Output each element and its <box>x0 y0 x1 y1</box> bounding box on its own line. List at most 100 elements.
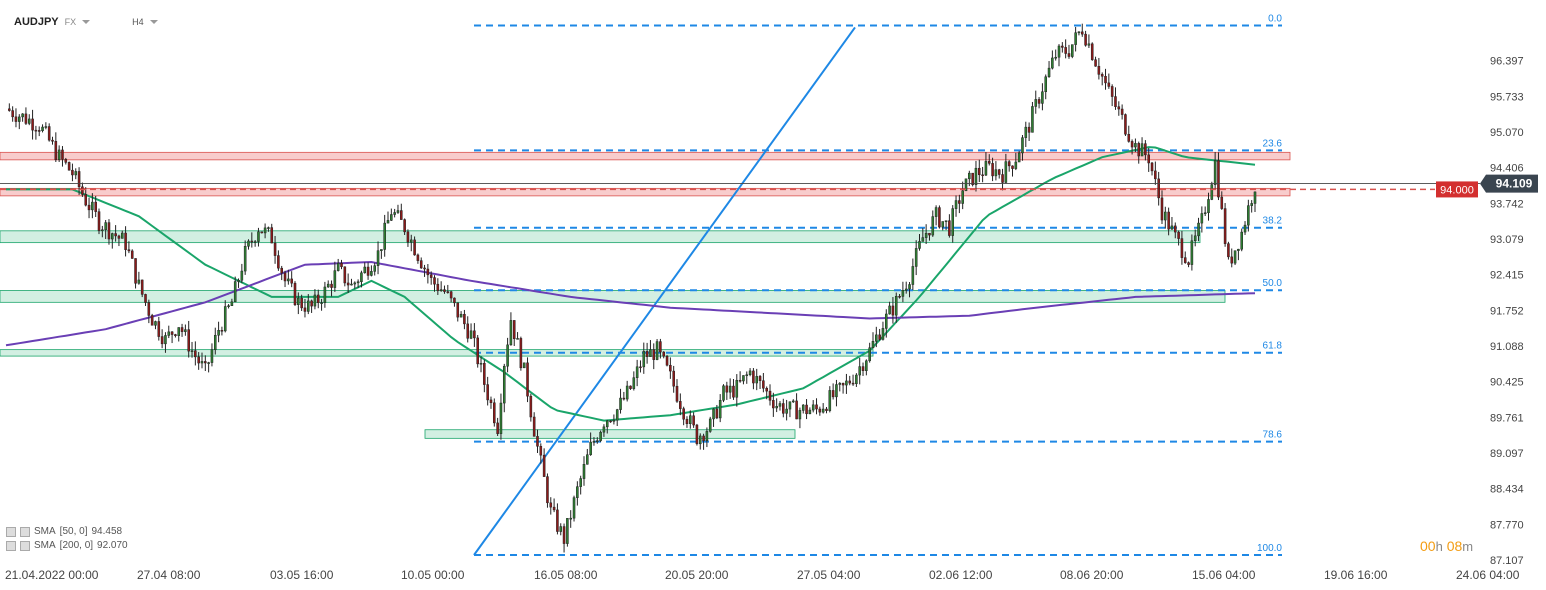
candle <box>855 373 858 387</box>
candle-body-down <box>532 416 536 437</box>
candle-body-up <box>934 207 938 217</box>
candle <box>552 498 556 513</box>
candle <box>645 342 649 364</box>
candle-body-down <box>981 174 984 177</box>
candle-body-up <box>1207 199 1210 213</box>
candle <box>18 114 21 130</box>
candle <box>881 321 885 341</box>
candle <box>363 262 367 274</box>
candle-body-down <box>752 370 755 384</box>
current-price-tag: 94.109 <box>1480 174 1538 193</box>
candle <box>924 224 928 245</box>
candle <box>260 231 264 234</box>
indicator-icon <box>6 540 16 551</box>
candle-body-down <box>622 397 626 400</box>
chevron-down-icon <box>82 20 91 24</box>
candle-body-down <box>519 338 523 369</box>
candle-body-up <box>111 233 114 240</box>
candle-body-down <box>124 232 127 250</box>
candle <box>91 193 94 219</box>
price-axis-label: 90.425 <box>1490 377 1524 389</box>
candle <box>1004 153 1008 184</box>
candle <box>1197 217 1200 242</box>
symbol-label[interactable]: AUDJPY <box>14 16 59 28</box>
candle <box>506 337 509 373</box>
candle <box>350 278 353 286</box>
candle-body-down <box>1124 114 1127 135</box>
candle <box>625 380 629 402</box>
candle-body-down <box>270 227 274 244</box>
candle <box>140 279 144 298</box>
candle-body-up <box>459 313 463 318</box>
candle-body-up <box>1051 57 1054 69</box>
candle <box>419 257 423 269</box>
candle <box>1237 248 1240 261</box>
candle <box>619 388 622 414</box>
candle-body-up <box>506 344 509 367</box>
candle <box>489 396 493 409</box>
candle <box>1021 135 1024 161</box>
candle <box>147 299 151 324</box>
candle-body-down <box>260 231 264 234</box>
candle <box>1173 222 1177 239</box>
candle-timer: 00h 08m <box>1420 538 1474 554</box>
close-icon[interactable] <box>20 540 30 551</box>
candle-body-down <box>250 240 254 243</box>
candle <box>572 495 576 522</box>
candle <box>117 234 121 247</box>
indicator-icon <box>6 526 16 537</box>
close-icon[interactable] <box>20 526 30 537</box>
candle <box>884 309 888 338</box>
candle-body-down <box>366 266 370 276</box>
candle-body-up <box>914 248 918 267</box>
market-dropdown[interactable]: FX <box>65 17 91 27</box>
candle-body-down <box>144 294 147 303</box>
candle-body-down <box>815 404 818 410</box>
candle <box>639 360 642 373</box>
candle-body-down <box>782 403 785 414</box>
candle-body-down <box>938 207 941 228</box>
candle-body-up <box>1004 161 1008 183</box>
candle-body-up <box>383 222 386 250</box>
candle <box>433 275 436 292</box>
interval-dropdown[interactable]: H4 <box>132 17 158 27</box>
candle-body-down <box>662 351 665 357</box>
candle-body-up <box>918 241 921 249</box>
fib-level-label: 78.6 <box>1263 430 1283 441</box>
candle <box>1011 165 1014 177</box>
candle <box>632 371 636 391</box>
legend-sma-50[interactable]: SMA [50, 0] 94.458 <box>6 526 122 537</box>
candle-body-up <box>625 385 629 400</box>
candle-body-down <box>130 250 134 259</box>
candle <box>310 299 313 313</box>
candle <box>742 375 745 385</box>
legend-sma-200[interactable]: SMA [200, 0] 92.070 <box>6 540 128 551</box>
candle-body-up <box>954 200 958 209</box>
candle <box>1243 221 1247 235</box>
candle <box>44 122 48 130</box>
candle-body-down <box>1107 82 1111 87</box>
candle-body-down <box>772 400 775 409</box>
candle-body-down <box>303 307 307 312</box>
candle-body-down <box>77 171 81 188</box>
candle-body-up <box>499 402 503 434</box>
candle <box>752 368 755 390</box>
candle <box>698 433 702 450</box>
candle-body-up <box>396 210 400 213</box>
candle <box>380 249 383 259</box>
candle <box>559 523 563 536</box>
candle <box>586 448 589 465</box>
candle-body-up <box>137 279 141 284</box>
candle-body-down <box>14 116 18 122</box>
candle-body-down <box>134 258 137 284</box>
candle-body-down <box>1150 162 1154 172</box>
candle <box>778 401 782 411</box>
candle-body-up <box>974 167 978 186</box>
candle <box>612 414 616 425</box>
time-axis-label: 21.04.2022 00:00 <box>5 568 99 582</box>
candle <box>948 214 951 238</box>
candle <box>775 398 778 413</box>
candle <box>31 109 34 140</box>
candle-body-down <box>1127 133 1131 142</box>
